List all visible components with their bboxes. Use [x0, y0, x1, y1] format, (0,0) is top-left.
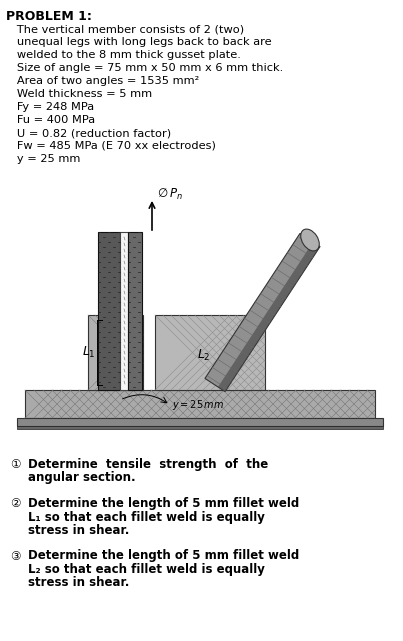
Text: $y = 25\,mm$: $y = 25\,mm$ — [172, 398, 224, 412]
Text: ②: ② — [10, 497, 21, 510]
Text: ③: ③ — [10, 549, 21, 563]
Text: welded to the 8 mm thick gusset plate.: welded to the 8 mm thick gusset plate. — [6, 50, 241, 60]
Bar — [17, 426, 383, 429]
Text: Determine the length of 5 mm fillet weld: Determine the length of 5 mm fillet weld — [28, 549, 299, 563]
Text: $\emptyset\,P_n$: $\emptyset\,P_n$ — [157, 187, 183, 202]
Text: Determine the length of 5 mm fillet weld: Determine the length of 5 mm fillet weld — [28, 497, 299, 510]
Text: stress in shear.: stress in shear. — [28, 576, 129, 590]
Text: $L_1$: $L_1$ — [82, 345, 96, 360]
Text: unequal legs with long legs back to back are: unequal legs with long legs back to back… — [6, 37, 272, 47]
Bar — [25, 390, 375, 418]
Text: stress in shear.: stress in shear. — [28, 524, 129, 537]
Text: Fu = 400 MPa: Fu = 400 MPa — [6, 115, 95, 125]
Text: L₂ so that each fillet weld is equally: L₂ so that each fillet weld is equally — [28, 563, 265, 576]
Ellipse shape — [301, 229, 319, 251]
Bar — [88, 315, 143, 390]
Bar — [17, 418, 383, 426]
Text: U = 0.82 (reduction factor): U = 0.82 (reduction factor) — [6, 128, 171, 138]
Text: angular section.: angular section. — [28, 472, 136, 485]
Text: $L_2$: $L_2$ — [197, 347, 211, 363]
Bar — [128, 232, 142, 390]
Bar — [120, 232, 128, 390]
Text: L₁ so that each fillet weld is equally: L₁ so that each fillet weld is equally — [28, 510, 265, 524]
Text: Size of angle = 75 mm x 50 mm x 6 mm thick.: Size of angle = 75 mm x 50 mm x 6 mm thi… — [6, 63, 283, 73]
Text: Fw = 485 MPa (E 70 xx electrodes): Fw = 485 MPa (E 70 xx electrodes) — [6, 141, 216, 151]
Bar — [155, 315, 265, 390]
Text: PROBLEM 1:: PROBLEM 1: — [6, 10, 92, 23]
Text: The vertical member consists of 2 (two): The vertical member consists of 2 (two) — [6, 24, 244, 34]
Text: Determine  tensile  strength  of  the: Determine tensile strength of the — [28, 458, 268, 471]
Text: Fy = 248 MPa: Fy = 248 MPa — [6, 102, 94, 112]
Polygon shape — [218, 242, 320, 392]
Text: Weld thickness = 5 mm: Weld thickness = 5 mm — [6, 89, 152, 99]
Text: ①: ① — [10, 458, 21, 471]
Polygon shape — [205, 233, 320, 392]
Text: Area of two angles = 1535 mm²: Area of two angles = 1535 mm² — [6, 76, 199, 86]
Bar — [98, 232, 120, 390]
Text: y = 25 mm: y = 25 mm — [6, 154, 80, 164]
